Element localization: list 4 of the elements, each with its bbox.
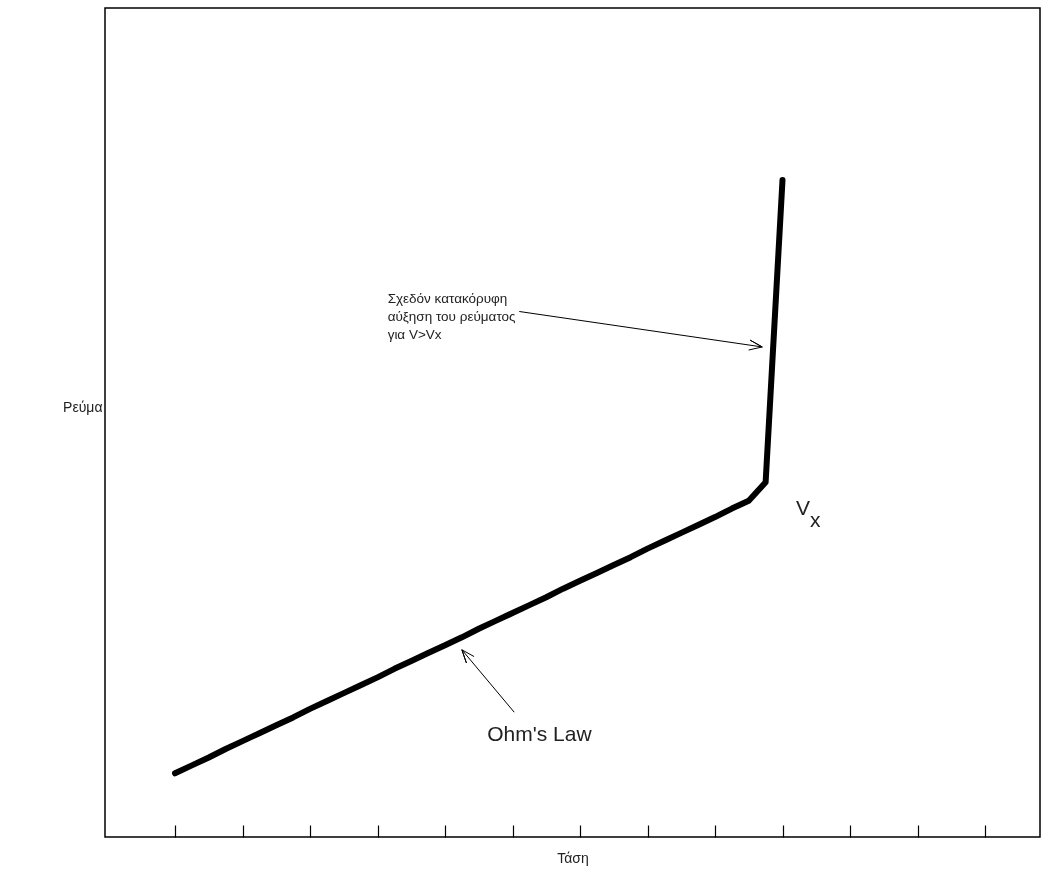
annotation: Σχεδόν κατακόρυφη αύξηση του ρεύματος για V>Vx	[387, 290, 517, 343]
y-axis-title: Ρεύμα	[63, 398, 103, 415]
annotation: Ohm's Law	[487, 722, 593, 746]
x-axis-title: Τάση	[557, 850, 589, 867]
